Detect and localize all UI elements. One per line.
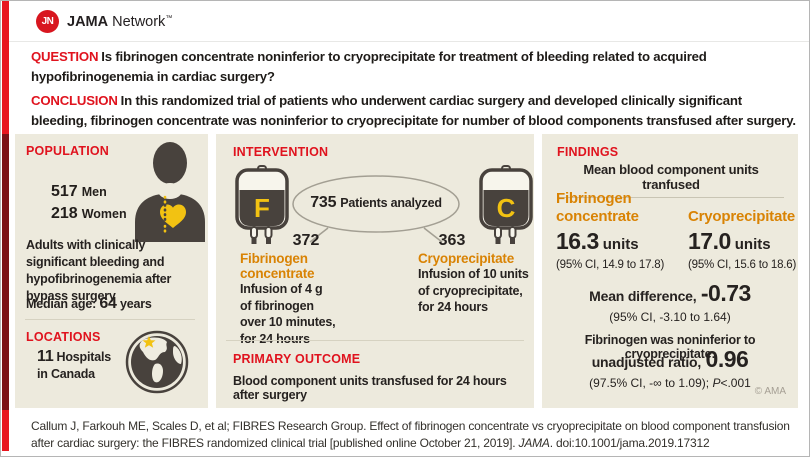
findings-fibrinogen-value-row: 16.3 units	[556, 228, 678, 255]
intervention-outcome-panel: INTERVENTION F C 735 Patients ana	[216, 134, 534, 408]
question-label: QUESTION	[31, 49, 99, 64]
unadjusted-ratio-value: 0.96	[705, 346, 749, 372]
primary-outcome-heading: PRIMARY OUTCOME	[233, 352, 361, 366]
hospitals-line2: in Canada	[37, 367, 95, 381]
jama-network-logo-icon: JN	[36, 10, 59, 33]
patients-analyzed-count: 735	[310, 194, 337, 211]
conclusion-text: In this randomized trial of patients who…	[31, 93, 796, 128]
arm-cryo: Cryoprecipitate Infusion of 10 units of …	[418, 251, 532, 316]
findings-cryo-value-row: 17.0 units	[688, 228, 798, 255]
noninferiority-text: Fibrinogen was noninferior to cryoprecip…	[584, 333, 756, 361]
brand-name: JAMA Network™	[67, 14, 172, 30]
citation-start: Callum J, Farkouh ME, Scales D, et al; F…	[31, 419, 790, 450]
findings-fibrinogen-value: 16.3	[556, 228, 599, 254]
bag-letter-f: F	[254, 193, 270, 223]
median-age-value: 64	[99, 295, 117, 312]
women-label: Women	[81, 207, 127, 221]
arm-fibrinogen-detail-1: Infusion of 4 g	[240, 282, 323, 296]
median-age-row: Median age: 64 years	[26, 295, 152, 313]
question-paragraph: QUESTION Is fibrinogen concentrate noninf…	[31, 47, 796, 86]
arm-fibrinogen-detail-3: over 10 minutes,	[240, 315, 336, 329]
intervention-outcome-divider	[226, 340, 524, 341]
arm-fibrinogen-detail-2: of fibrinogen	[240, 298, 314, 313]
population-description: Adults with clinically significant bleed…	[26, 238, 172, 303]
findings-cryo-unit: units	[734, 236, 771, 253]
findings-cryo-column: Cryoprecipitate 17.0 units (95% CI, 15.6 …	[688, 189, 798, 271]
arm-cryo-detail-2: of cryoprecipitate,	[418, 283, 523, 298]
citation-text: Callum J, Farkouh ME, Scales D, et al; F…	[31, 418, 799, 451]
arm-fibrinogen: Fibrinogen concentrate Infusion of 4 g o…	[240, 251, 380, 347]
arm-cryo-detail-3: for 24 hours	[418, 300, 488, 314]
unadjusted-ratio-label: unadjusted ratio,	[591, 354, 702, 370]
population-locations-panel: POPULATION 517 Men 218 Women Adults with c…	[15, 134, 208, 408]
citation-end: . doi:10.1001/jama.2019.17312	[549, 435, 710, 450]
left-accent-bar-middle	[2, 134, 9, 410]
arm-fibrinogen-detail-4: for 24 hours	[240, 331, 310, 346]
p-value-text: <.001	[720, 376, 751, 390]
population-locations-divider	[25, 319, 195, 320]
footer: Callum J, Farkouh ME, Scales D, et al; F…	[9, 410, 809, 451]
intervention-heading: INTERVENTION	[233, 145, 329, 159]
hospitals-line1: 11 Hospitals	[37, 348, 111, 366]
cryoprecipitate-iv-bag-icon: C	[479, 165, 533, 244]
findings-fibrinogen-ci: (95% CI, 14.9 to 17.8)	[556, 259, 665, 271]
patients-analyzed: 735 Patients analyzed	[296, 194, 456, 212]
primary-outcome-text: Blood component units transfused for 24 …	[233, 374, 507, 402]
population-heading: POPULATION	[26, 144, 110, 158]
findings-heading: FINDINGS	[557, 145, 619, 159]
findings-cryo-name: Cryoprecipitate	[688, 208, 796, 225]
hospitals-count-block: 11 Hospitals in Canada	[37, 348, 111, 383]
mean-difference-ci: (95% CI, -3.10 to 1.64)	[609, 310, 731, 324]
arm-fibrinogen-name: Fibrinogen concentrate	[240, 251, 315, 281]
findings-panel: FINDINGS Mean blood component units tran…	[542, 134, 798, 408]
findings-subtitle: Mean blood component units tranfused	[558, 162, 784, 198]
patient-person-icon	[135, 142, 205, 242]
question-text: Is fibrinogen concentrate noninferior to…	[31, 49, 707, 84]
patients-analyzed-ellipse	[292, 175, 460, 243]
unadjusted-ratio-ci: (97.5% CI, -∞ to 1.09); P<.001	[542, 376, 798, 390]
ratio-ci-text: (97.5% CI, -∞ to 1.09);	[589, 376, 713, 390]
fibrinogen-iv-bag-icon: F	[235, 165, 289, 244]
ama-copyright: © AMA	[754, 386, 786, 397]
arm-cryo-name: Cryoprecipitate	[418, 251, 515, 266]
brand-name-jama: JAMA	[67, 14, 109, 30]
globe-canada-icon	[125, 330, 189, 394]
conclusion-paragraph: CONCLUSION In this randomized trial of pa…	[31, 91, 796, 130]
p-value-symbol: P	[712, 376, 721, 390]
findings-cryo-ci: (95% CI, 15.6 to 18.6)	[688, 259, 797, 271]
findings-cryo-value: 17.0	[688, 228, 731, 254]
left-accent-bar-bottom	[2, 410, 9, 451]
men-count-row: 517 Men	[51, 183, 107, 201]
header-divider	[9, 41, 809, 42]
left-accent-bar-top	[2, 1, 9, 134]
hospitals-count: 11	[37, 348, 54, 365]
women-count-row: 218 Women	[51, 205, 127, 223]
logo-monogram: JN	[41, 16, 54, 27]
bag-letter-c: C	[497, 193, 516, 223]
findings-fibrinogen-column: Fibrinogen concentrate 16.3 units (95% CI…	[556, 189, 678, 271]
mean-difference-label: Mean difference,	[589, 288, 697, 304]
median-age-label: Median age:	[26, 297, 97, 311]
arm-cryo-n: 363	[438, 232, 466, 249]
arm-fibrinogen-n: 372	[292, 232, 320, 249]
unadjusted-ratio-row: unadjusted ratio, 0.96	[542, 346, 798, 373]
brand-name-network: Network	[112, 14, 166, 30]
locations-heading: LOCATIONS	[26, 330, 101, 344]
trademark-symbol: ™	[165, 15, 173, 23]
citation-journal: JAMA	[518, 435, 550, 450]
hospitals-label: Hospitals	[56, 350, 112, 364]
men-count: 517	[51, 183, 78, 200]
men-label: Men	[81, 185, 107, 199]
conclusion-label: CONCLUSION	[31, 93, 118, 108]
patients-analyzed-label: Patients analyzed	[340, 196, 442, 210]
arm-cryo-detail-1: Infusion of 10 units	[418, 267, 529, 281]
women-count: 218	[51, 205, 78, 222]
mean-difference-row: Mean difference, -0.73	[542, 280, 798, 307]
findings-fibrinogen-name: Fibrinogen concentrate	[556, 190, 639, 225]
median-age-unit: years	[120, 297, 152, 311]
mean-difference-value: -0.73	[700, 280, 751, 306]
findings-fibrinogen-unit: units	[602, 236, 639, 253]
